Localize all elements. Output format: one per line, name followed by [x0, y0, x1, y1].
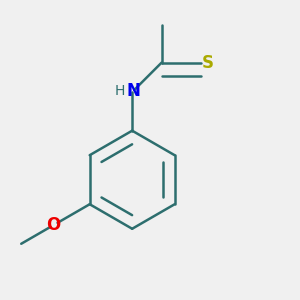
Text: N: N: [127, 82, 141, 100]
Text: H: H: [114, 84, 125, 98]
Text: S: S: [202, 54, 214, 72]
Text: O: O: [46, 216, 61, 234]
